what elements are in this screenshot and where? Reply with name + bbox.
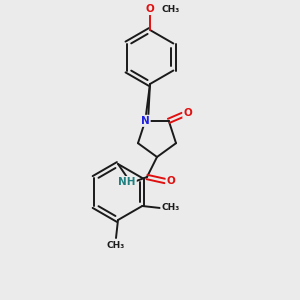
Text: O: O bbox=[146, 4, 154, 14]
Text: CH₃: CH₃ bbox=[161, 4, 179, 14]
Text: O: O bbox=[167, 176, 176, 186]
Text: CH₃: CH₃ bbox=[107, 241, 125, 250]
Text: N: N bbox=[141, 116, 150, 126]
Text: CH₃: CH₃ bbox=[161, 203, 179, 212]
Text: NH: NH bbox=[118, 177, 136, 187]
Text: O: O bbox=[183, 108, 192, 118]
